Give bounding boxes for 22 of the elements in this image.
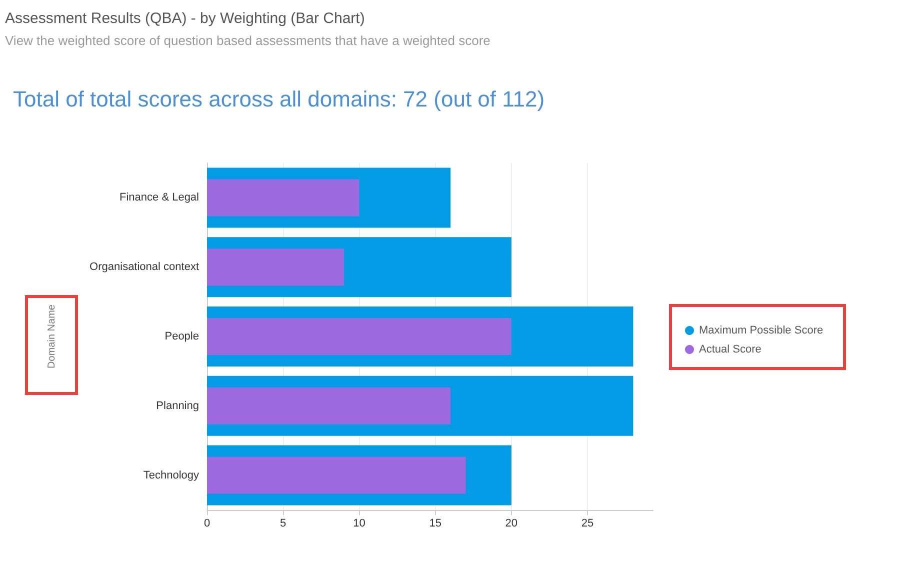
y-tick-label: Organisational context: [90, 261, 199, 274]
legend-label: Actual Score: [699, 344, 762, 356]
y-tick-label: Planning: [156, 400, 199, 412]
chart-title: Assessment Results (QBA) - by Weighting (Bar Chart): [5, 10, 365, 27]
bar: [207, 387, 451, 424]
y-tick-label: People: [164, 330, 199, 342]
x-tick-label: 5: [280, 518, 286, 530]
y-tick-label: Finance & Legal: [120, 192, 199, 204]
legend-label: Maximum Possible Score: [699, 324, 824, 336]
y-axis-title: Domain Name: [46, 304, 58, 368]
x-tick-label: 10: [353, 518, 366, 530]
x-tick-label: 20: [505, 518, 518, 530]
y-tick-label: Technology: [143, 469, 200, 482]
x-tick-label: 15: [429, 518, 442, 530]
bar: [207, 456, 466, 494]
bar: [207, 248, 344, 286]
x-tick-label: 0: [204, 518, 210, 530]
chart-subtitle: View the weighted score of question based assessments that have a weighted score: [5, 33, 490, 48]
bar: [207, 318, 512, 355]
x-tick-label: 25: [581, 518, 594, 530]
text: Total of total scores across all domains: 72 (out of 112): [13, 86, 545, 112]
bar: [207, 179, 360, 216]
